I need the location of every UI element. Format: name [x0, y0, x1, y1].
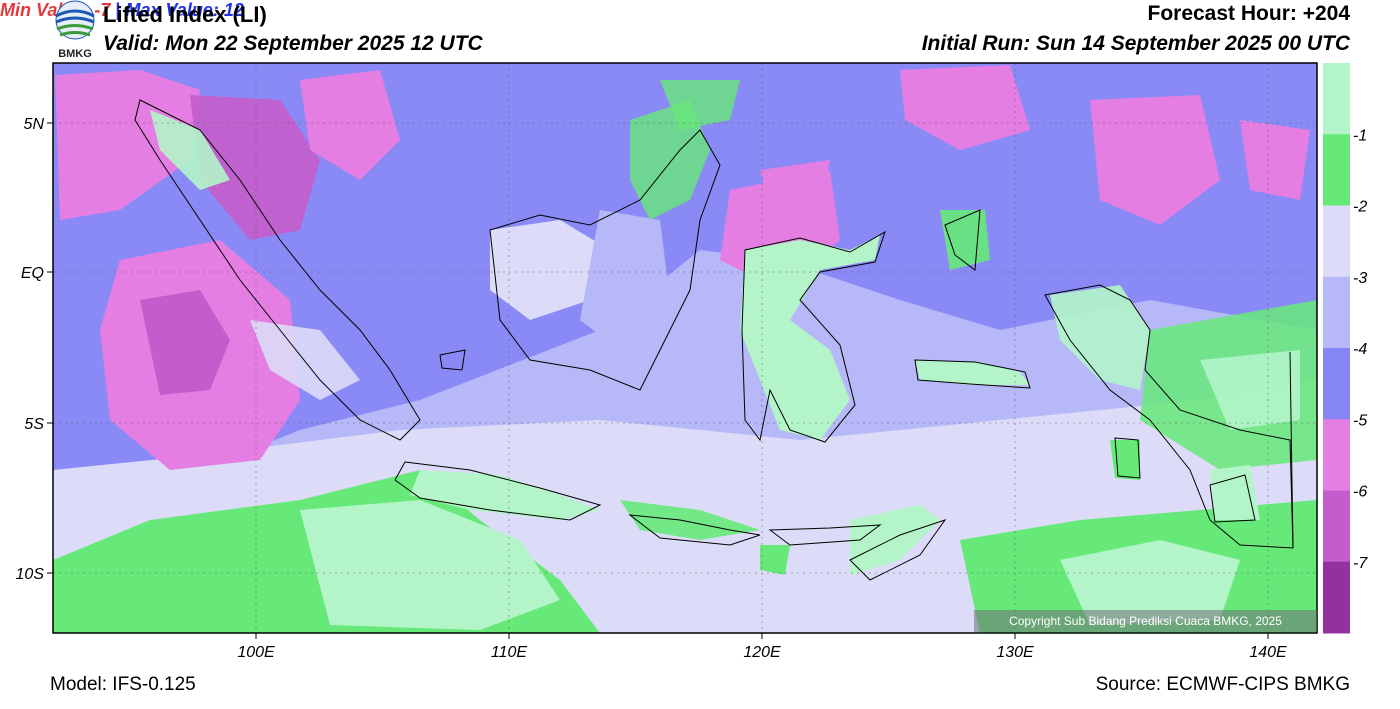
colorbar-label: -1 [1353, 127, 1367, 144]
colorbar-label: -7 [1353, 555, 1368, 572]
colorbar-swatch [1323, 348, 1350, 420]
colorbar-swatch [1323, 419, 1350, 491]
colorbar: -1 -2 -3 -4 -5 -6 -7 [1323, 63, 1368, 634]
lat-label: 5S [24, 416, 44, 433]
lon-label: 130E [996, 644, 1034, 661]
lon-label: 100E [237, 644, 275, 661]
min-value: -7 [94, 0, 111, 20]
colorbar-swatch [1323, 490, 1350, 563]
max-label: Max Value: [125, 0, 219, 20]
min-max-values: Min Value: -7 | Max Value: 12 [0, 0, 1400, 21]
colorbar-label: -3 [1353, 270, 1367, 287]
lon-label: 110E [491, 644, 528, 661]
colorbar-swatch [1323, 205, 1350, 278]
gridlines [53, 63, 1317, 633]
bmkg-logo: BMKG [55, 0, 95, 60]
colorbar-label: -5 [1353, 412, 1367, 429]
map-title: Lifted Index (LI) [103, 2, 267, 27]
colorbar-swatch [1323, 276, 1350, 349]
model-name: Model: IFS-0.125 [50, 674, 196, 695]
colorbar-swatch [1323, 134, 1350, 206]
colorbar-swatch [1323, 561, 1350, 634]
lat-label: 10S [16, 566, 45, 583]
separator: | [115, 0, 121, 20]
max-value: 12 [223, 0, 244, 20]
copyright-notice: Copyright Sub Bidang Prediksi Cuaca BMKG… [974, 610, 1317, 632]
colorbar-label: -2 [1353, 199, 1367, 216]
lat-label: 5N [24, 116, 45, 133]
initial-run: Initial Run: Sun 14 September 2025 00 UT… [921, 32, 1350, 55]
map-frame [52, 62, 1318, 634]
data-source: Source: ECMWF-CIPS BMKG [1095, 674, 1350, 695]
valid-time: Valid: Mon 22 September 2025 12 UTC [103, 32, 483, 55]
axis-ticks [47, 122, 1269, 639]
colorbar-label: -6 [1353, 484, 1367, 501]
map-field [53, 63, 1317, 633]
forecast-hour: Forecast Hour: +204 [1147, 2, 1351, 25]
lon-label: 140E [1249, 644, 1287, 661]
coastlines [134, 99, 1294, 581]
colorbar-label: -4 [1353, 341, 1367, 358]
lon-label: 120E [743, 644, 781, 661]
lat-label: EQ [21, 265, 44, 282]
logo-text: BMKG [58, 48, 92, 60]
colorbar-swatch [1323, 63, 1350, 135]
